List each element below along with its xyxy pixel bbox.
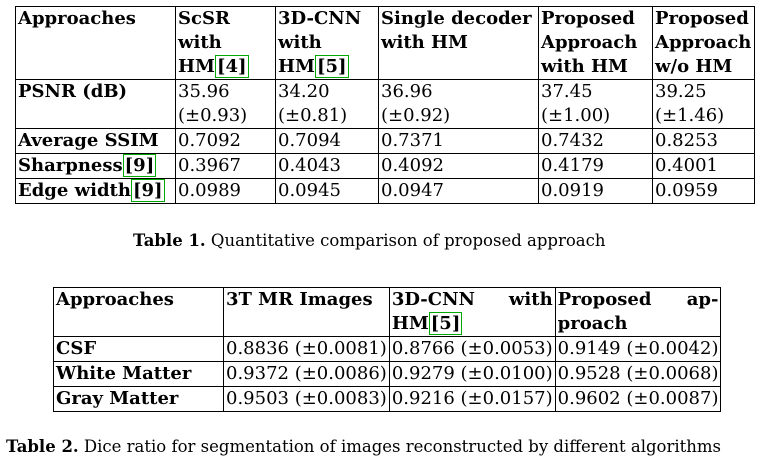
dice-ratio-table: Approaches 3T MR Images 3D-CNN with HM [5]… [53,287,722,412]
table-cell: 0.7432 [538,128,653,154]
row-label-edge-width: Edge width [9] [15,178,176,204]
row-label-psnr: PSNR (dB) [15,79,176,129]
table-cell: 0.4092 [378,153,539,179]
table-header-row: Approaches ScSR with HM [4] 3D-CNN with HM[… [15,6,755,80]
citation-link[interactable]: [4] [214,55,249,78]
citation-link[interactable]: [9] [130,179,165,202]
citation-link[interactable]: [5] [428,312,463,335]
row-label-white-matter: White Matter [53,361,224,387]
table-cell: 0.3967 [175,153,276,179]
header-approaches: Approaches [53,287,224,337]
table-cell: 0.8836 (±0.0081) [223,336,390,362]
table-row: White Matter 0.9372 (±0.0086) 0.9279 (±0… [53,361,722,387]
table-cell: 0.0919 [538,178,653,204]
table-cell: 0.7371 [378,128,539,154]
table-cell: 0.9372 (±0.0086) [223,361,390,387]
table-2-caption: Table 2. Dice ratio for segmentation of … [6,437,722,456]
table-cell: 35.96 (±0.93) [175,79,276,129]
quantitative-comparison-table: Approaches ScSR with HM [4] 3D-CNN with HM[… [15,6,755,204]
header-3dcnn: 3D-CNN with HM [5] [275,6,379,80]
table-cell: 0.9602 (±0.0087) [554,386,722,412]
table-cell: 37.45 (±1.00) [538,79,653,129]
table-cell: 0.7092 [175,128,276,154]
table-cell: 0.0947 [378,178,539,204]
table-cell: 0.0945 [275,178,379,204]
header-approaches: Approaches [15,6,176,80]
citation-link[interactable]: [9] [122,154,157,177]
row-label-ssim: Average SSIM [15,128,176,154]
table-cell: 0.0989 [175,178,276,204]
table-cell: 0.9216 (±0.0157) [388,386,556,412]
table-row: CSF 0.8836 (±0.0081) 0.8766 (±0.0053) 0.… [53,336,722,362]
table-1-caption: Table 1. Quantitative comparison of prop… [133,231,606,250]
header-3t-mr-images: 3T MR Images [223,287,390,337]
header-3dcnn-with-hm: 3D-CNN with HM [5] [388,287,556,337]
table-cell: 0.8766 (±0.0053) [388,336,556,362]
table-cell: 0.9528 (±0.0068) [554,361,722,387]
header-proposed-with-hm: Proposed Approach with HM [538,6,653,80]
row-label-gray-matter: Gray Matter [53,386,224,412]
table-cell: 0.7094 [275,128,379,154]
table-cell: 0.4001 [652,153,755,179]
table-cell: 34.20 (±0.81) [275,79,379,129]
table-cell: 36.96 (±0.92) [378,79,539,129]
header-proposed-approach: Proposed ap- proach [554,287,722,337]
table-cell: 0.9149 (±0.0042) [554,336,722,362]
table-cell: 39.25 (±1.46) [652,79,755,129]
table-row: Sharpness [9] 0.3967 0.4043 0.4092 0.4179… [15,153,755,179]
table-cell: 0.4043 [275,153,379,179]
table-cell: 0.4179 [538,153,653,179]
header-single-decoder: Single decoder with HM [378,6,539,80]
table-row: Average SSIM 0.7092 0.7094 0.7371 0.7432… [15,128,755,154]
citation-link[interactable]: [5] [314,55,349,78]
row-label-sharpness: Sharpness [9] [15,153,176,179]
table-row: Edge width [9] 0.0989 0.0945 0.0947 0.091… [15,178,755,204]
table-cell: 0.9279 (±0.0100) [388,361,556,387]
header-proposed-without-hm: Proposed Approach w/o HM [652,6,755,80]
row-label-csf: CSF [53,336,224,362]
table-row: PSNR (dB) 35.96 (±0.93) 34.20 (±0.81) 36.9… [15,79,755,129]
table-cell: 0.9503 (±0.0083) [223,386,390,412]
table-row: Gray Matter 0.9503 (±0.0083) 0.9216 (±0.… [53,386,722,412]
table-cell: 0.8253 [652,128,755,154]
table-header-row: Approaches 3T MR Images 3D-CNN with HM [5]… [53,287,722,337]
table-cell: 0.0959 [652,178,755,204]
header-scsr: ScSR with HM [4] [175,6,276,80]
